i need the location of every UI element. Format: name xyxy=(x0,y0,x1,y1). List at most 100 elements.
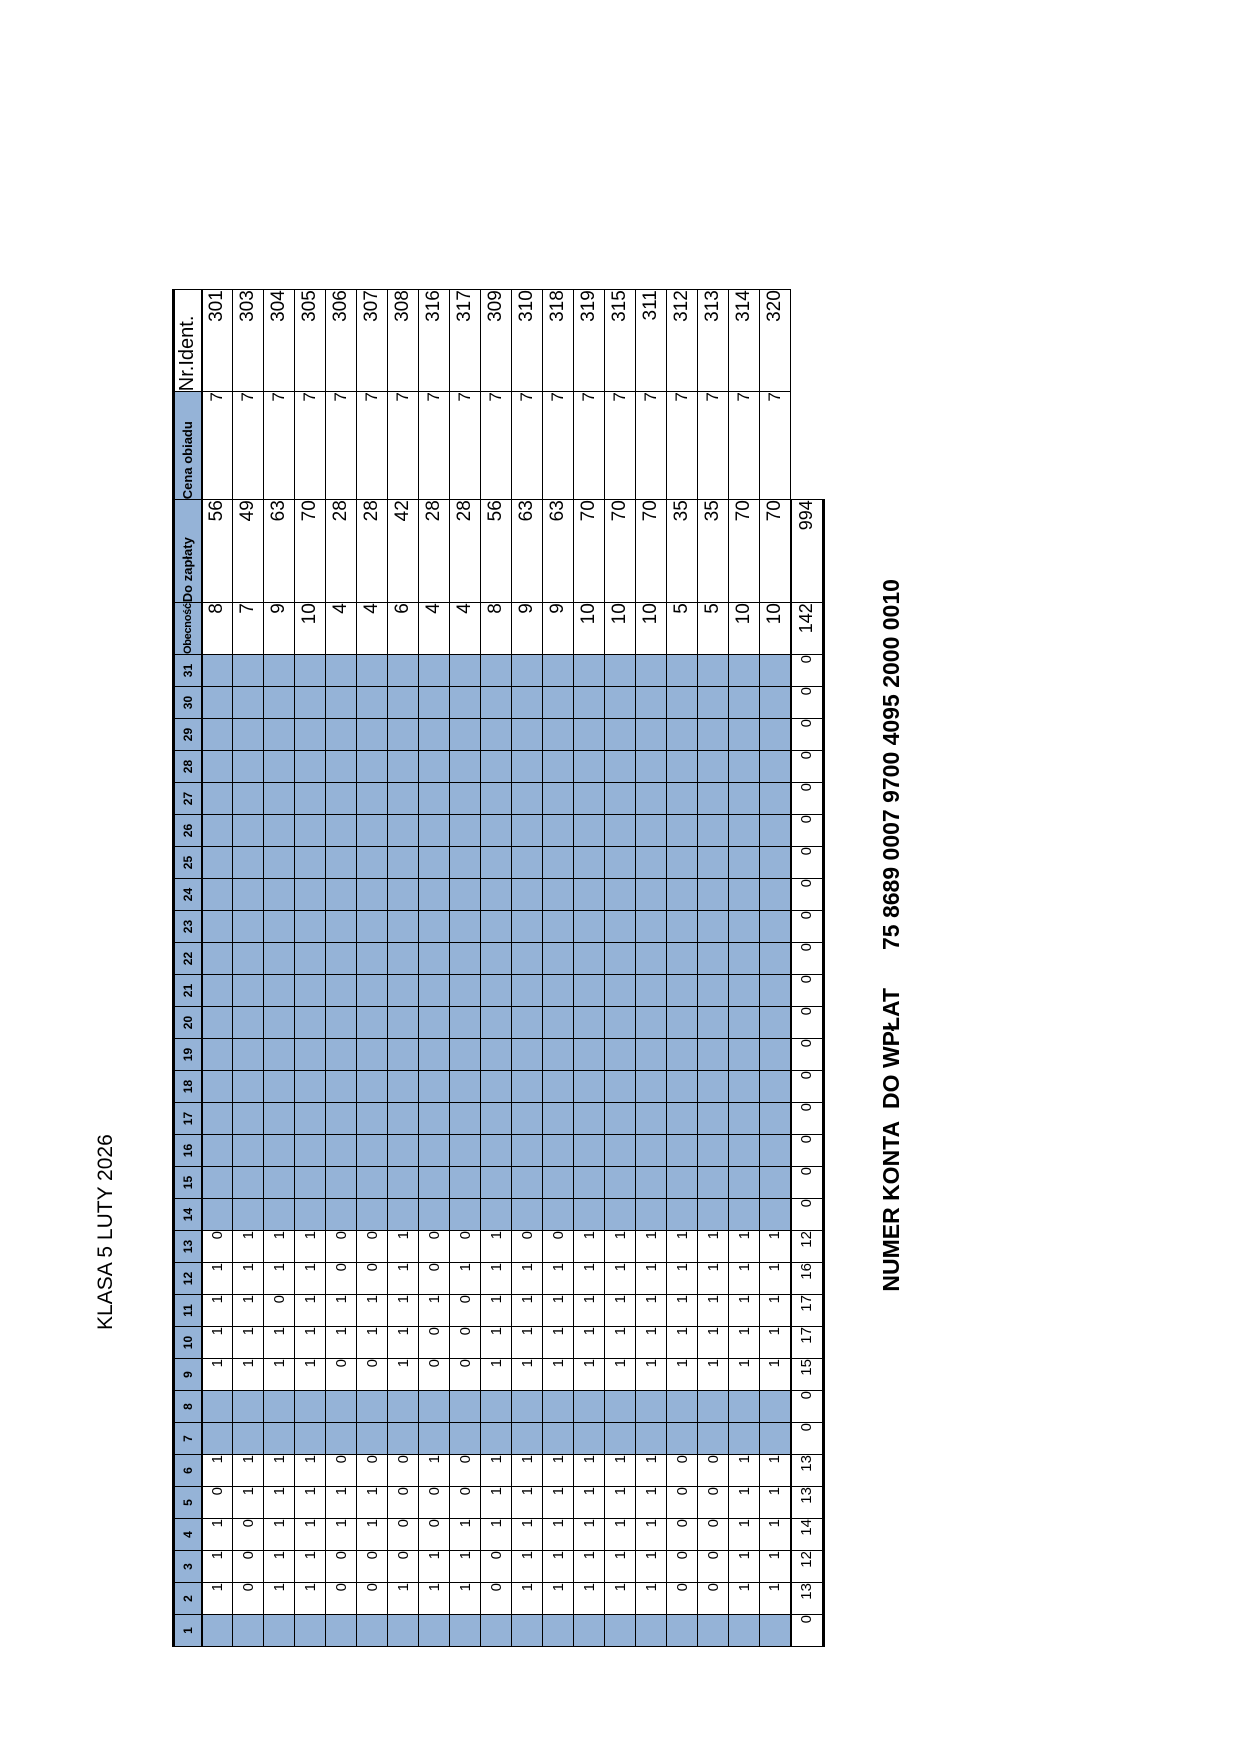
attendance-empty-cell xyxy=(573,686,605,719)
attendance-cell: 1 xyxy=(759,1262,791,1295)
attendance-empty-cell xyxy=(697,1038,729,1071)
attendance-cell: 1 xyxy=(232,1326,264,1359)
do-zaplaty-value: 56 xyxy=(201,499,233,603)
student-row: 1 1 1 1 1 1 1 1 1 1 10 70 7 319 xyxy=(573,289,605,1647)
attendance-cell: 1 xyxy=(759,1358,791,1391)
attendance-cell: 1 xyxy=(387,1358,419,1391)
attendance-empty-cell xyxy=(449,846,481,879)
attendance-cell: 0 xyxy=(480,1582,512,1615)
attendance-empty-cell xyxy=(666,1614,698,1647)
attendance-empty-cell xyxy=(201,1038,233,1071)
attendance-cell: 1 xyxy=(232,1454,264,1487)
attendance-cell: 0 xyxy=(232,1550,264,1583)
attendance-cell: 1 xyxy=(263,1230,295,1263)
attendance-cell: 0 xyxy=(449,1294,481,1327)
attendance-empty-cell xyxy=(604,686,636,719)
do-zaplaty-value: 35 xyxy=(697,499,729,603)
attendance-empty-cell xyxy=(294,910,326,943)
attendance-empty-cell xyxy=(232,1390,264,1423)
day-header-cell: 22 xyxy=(173,942,202,975)
attendance-empty-cell xyxy=(542,1166,574,1199)
attendance-empty-cell xyxy=(728,878,760,911)
attendance-empty-cell xyxy=(604,942,636,975)
obecnosc-value: 4 xyxy=(325,602,357,655)
attendance-empty-cell xyxy=(728,1038,760,1071)
attendance-empty-cell xyxy=(356,878,388,911)
attendance-empty-cell xyxy=(232,1614,264,1647)
attendance-cell: 1 xyxy=(201,1358,233,1391)
attendance-cell: 1 xyxy=(263,1326,295,1359)
attendance-empty-cell xyxy=(573,974,605,1007)
attendance-empty-cell xyxy=(232,654,264,687)
day-header-cell: 27 xyxy=(173,782,202,815)
attendance-empty-cell xyxy=(449,1102,481,1135)
day-total-cell: 0 xyxy=(790,1038,824,1071)
day-total-cell: 0 xyxy=(790,878,824,911)
attendance-empty-cell xyxy=(728,1198,760,1231)
attendance-cell: 0 xyxy=(666,1582,698,1615)
day-header-cell: 13 xyxy=(173,1230,202,1263)
attendance-empty-cell xyxy=(387,750,419,783)
obecnosc-value: 4 xyxy=(356,602,388,655)
attendance-empty-cell xyxy=(697,1390,729,1423)
day-header-cell: 29 xyxy=(173,718,202,751)
attendance-empty-cell xyxy=(387,1070,419,1103)
attendance-empty-cell xyxy=(480,1614,512,1647)
attendance-empty-cell xyxy=(356,1102,388,1135)
student-id-cell: 316 xyxy=(418,289,450,392)
attendance-empty-cell xyxy=(294,1070,326,1103)
attendance-empty-cell xyxy=(449,1038,481,1071)
attendance-empty-cell xyxy=(356,910,388,943)
attendance-empty-cell xyxy=(449,1614,481,1647)
do-zaplaty-value: 63 xyxy=(263,499,295,603)
attendance-empty-cell xyxy=(387,1422,419,1455)
attendance-empty-cell xyxy=(449,942,481,975)
attendance-empty-cell xyxy=(325,654,357,687)
student-id-cell: 315 xyxy=(604,289,636,392)
attendance-empty-cell xyxy=(604,1166,636,1199)
attendance-empty-cell xyxy=(511,1006,543,1039)
day-total-cell: 0 xyxy=(790,654,824,687)
attendance-empty-cell xyxy=(356,1006,388,1039)
student-id-cell: 320 xyxy=(759,289,791,392)
attendance-empty-cell xyxy=(635,1006,667,1039)
do-zaplaty-value: 63 xyxy=(542,499,574,603)
attendance-cell: 0 xyxy=(387,1550,419,1583)
attendance-cell: 1 xyxy=(604,1454,636,1487)
attendance-cell: 1 xyxy=(666,1358,698,1391)
day-header-cell: 26 xyxy=(173,814,202,847)
attendance-cell: 1 xyxy=(728,1326,760,1359)
attendance-empty-cell xyxy=(418,718,450,751)
attendance-empty-cell xyxy=(201,942,233,975)
attendance-empty-cell xyxy=(325,750,357,783)
attendance-cell: 1 xyxy=(604,1486,636,1519)
attendance-empty-cell xyxy=(325,1198,357,1231)
attendance-empty-cell xyxy=(449,654,481,687)
day-header-cell: 19 xyxy=(173,1038,202,1071)
attendance-empty-cell xyxy=(697,910,729,943)
attendance-empty-cell xyxy=(542,718,574,751)
attendance-empty-cell xyxy=(635,750,667,783)
attendance-empty-cell xyxy=(449,1070,481,1103)
attendance-empty-cell xyxy=(728,782,760,815)
attendance-cell: 1 xyxy=(542,1582,574,1615)
day-total-cell: 0 xyxy=(790,750,824,783)
attendance-cell: 1 xyxy=(201,1518,233,1551)
cena-value: 7 xyxy=(294,391,326,500)
attendance-empty-cell xyxy=(697,846,729,879)
day-total-cell: 0 xyxy=(790,910,824,943)
attendance-cell: 1 xyxy=(263,1550,295,1583)
day-header-cell: 4 xyxy=(173,1518,202,1551)
attendance-empty-cell xyxy=(759,878,791,911)
attendance-empty-cell xyxy=(573,1038,605,1071)
account-number: 75 8689 0007 9700 4095 2000 0010 xyxy=(878,579,904,950)
attendance-empty-cell xyxy=(542,1102,574,1135)
day-header-cell: 6 xyxy=(173,1454,202,1487)
attendance-empty-cell xyxy=(232,1070,264,1103)
attendance-empty-cell xyxy=(697,654,729,687)
attendance-empty-cell xyxy=(449,750,481,783)
attendance-cell: 1 xyxy=(542,1486,574,1519)
do-zaplaty-value: 28 xyxy=(449,499,481,603)
cena-value: 7 xyxy=(480,391,512,500)
attendance-empty-cell xyxy=(387,814,419,847)
